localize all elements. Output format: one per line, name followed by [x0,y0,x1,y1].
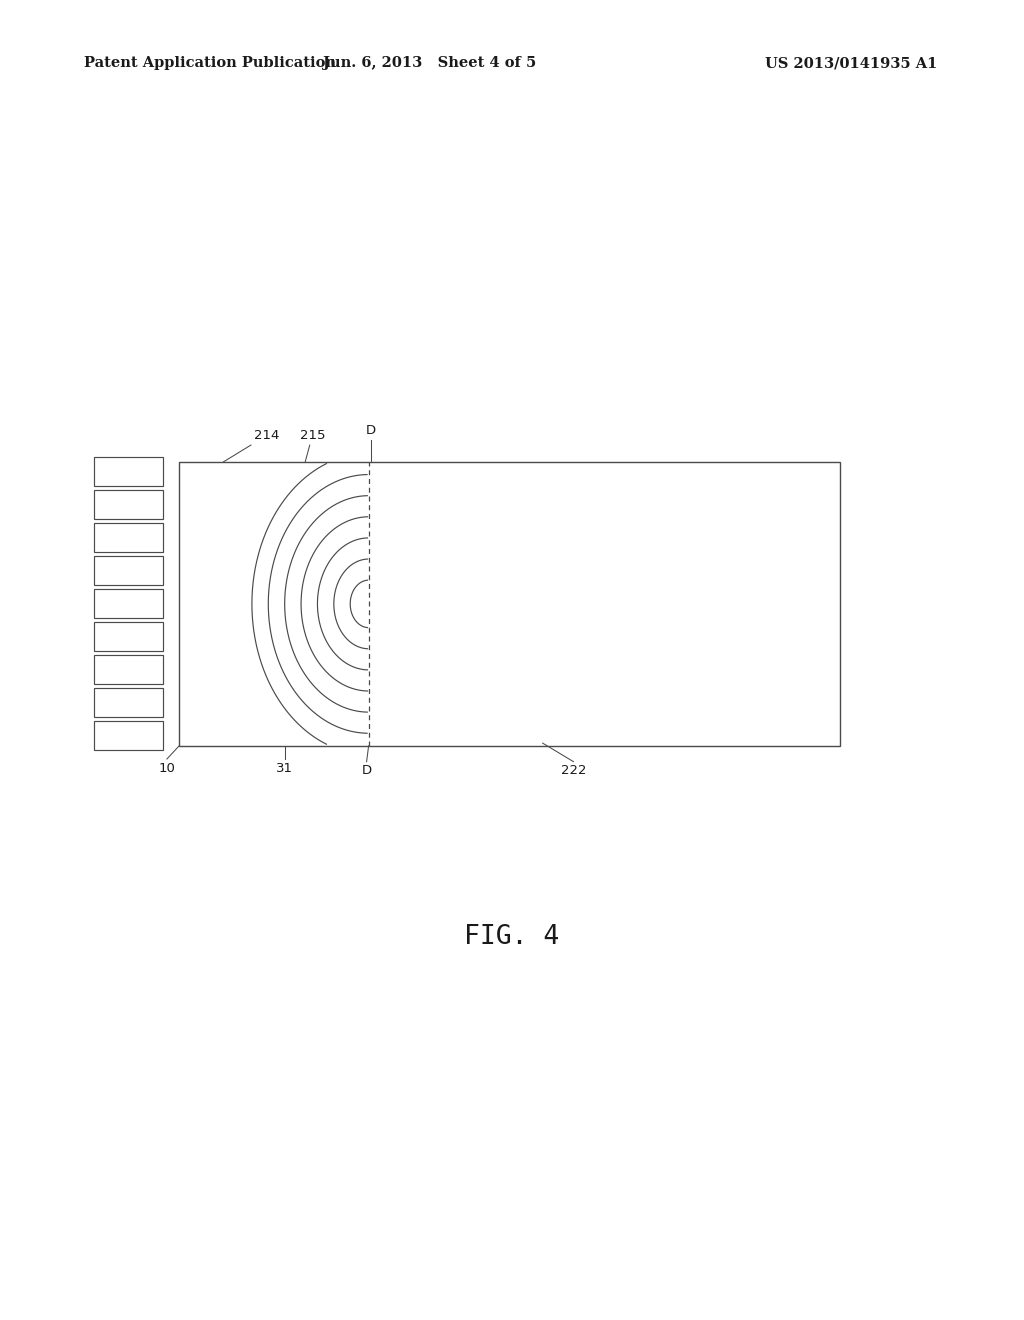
Text: 222: 222 [561,764,586,777]
Text: FIG. 4: FIG. 4 [464,924,560,950]
Text: 31: 31 [276,762,293,775]
Text: US 2013/0141935 A1: US 2013/0141935 A1 [765,57,937,70]
Text: Jun. 6, 2013   Sheet 4 of 5: Jun. 6, 2013 Sheet 4 of 5 [324,57,537,70]
Text: D: D [361,764,372,777]
Bar [179,462,840,746]
Text: Patent Application Publication: Patent Application Publication [84,57,336,70]
Bar [94,556,163,586]
Text: D: D [366,424,376,437]
Bar [94,589,163,618]
Text: 214: 214 [223,429,279,462]
Bar [94,490,163,519]
Bar [94,458,163,487]
Bar [94,721,163,750]
Bar [94,656,163,685]
Bar [94,688,163,718]
Bar [94,523,163,552]
Bar [94,623,163,652]
Text: 10: 10 [159,762,175,775]
Text: 215: 215 [300,429,325,462]
